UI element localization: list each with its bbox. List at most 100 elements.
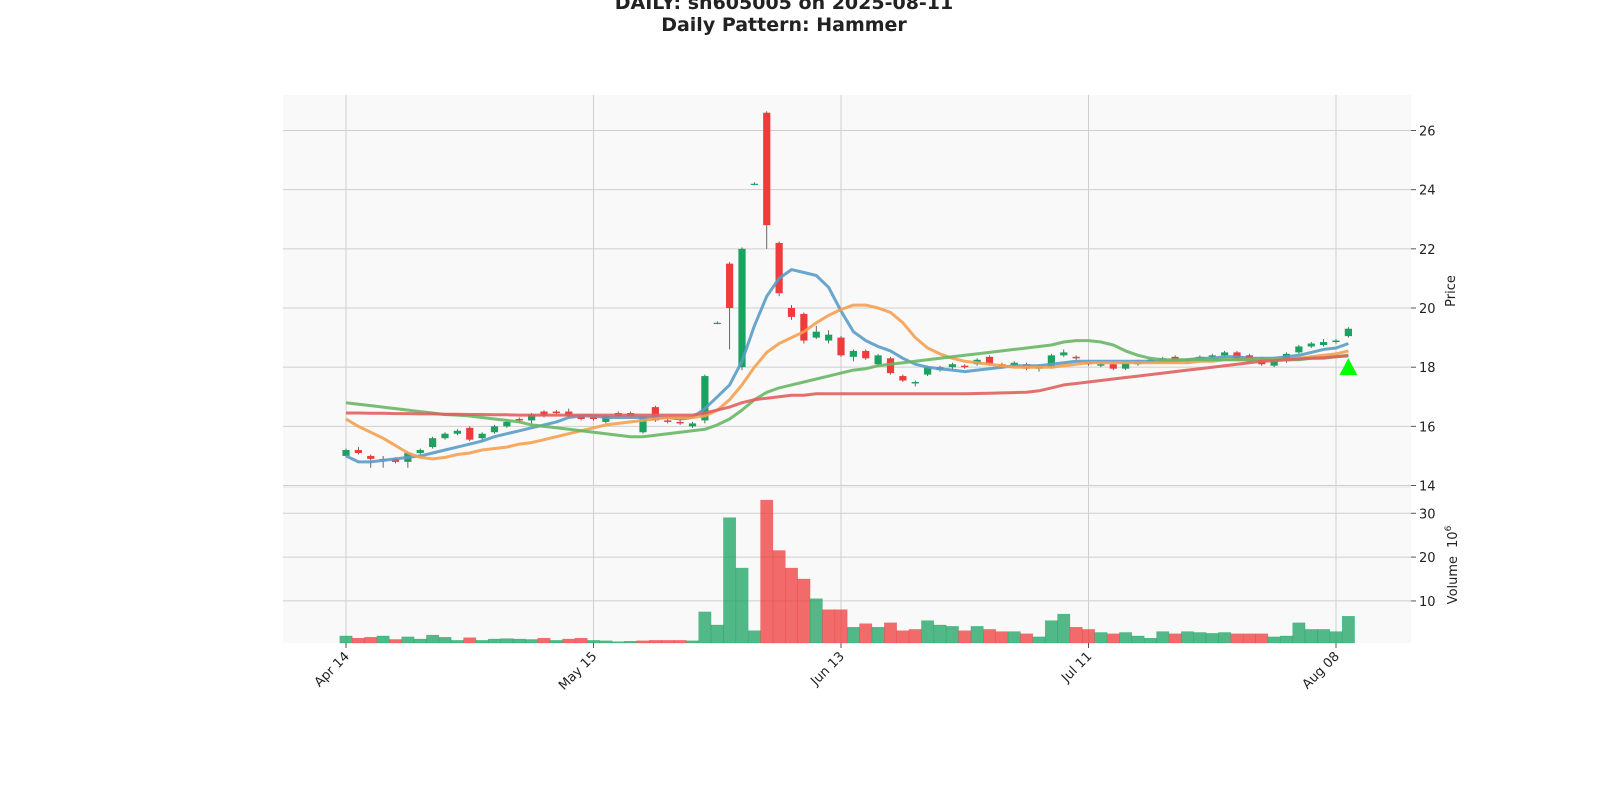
candle-body [1060, 352, 1068, 356]
volume-bar [846, 626, 860, 644]
candle-body [1072, 356, 1080, 359]
candle-body [701, 376, 709, 421]
y-tick-label: 22 [1419, 243, 1436, 258]
volume-bar [1082, 629, 1095, 644]
moving-average [345, 303, 1349, 461]
volume-bar [1218, 632, 1232, 644]
moving-average [346, 354, 1349, 417]
volume-bar [735, 567, 749, 644]
volume-bar [698, 611, 712, 644]
candle-body [1344, 328, 1352, 337]
candle-body [1109, 364, 1117, 369]
y-tick-label: 20 [1419, 302, 1436, 317]
volume-bar [1280, 635, 1293, 644]
volume-bar [1304, 629, 1318, 644]
volume-bar [1317, 629, 1331, 644]
candle-body [1047, 355, 1055, 368]
candle-body [466, 427, 474, 440]
volume-bar [1255, 633, 1269, 644]
volume-bar [809, 598, 823, 644]
candle-body [713, 322, 721, 325]
volume-bar [760, 499, 774, 644]
candle-body [899, 376, 907, 381]
volume-bar [1156, 631, 1170, 644]
volume-bar [710, 624, 724, 644]
volume-bar [438, 637, 452, 644]
volume-bar [871, 626, 885, 644]
chart-title: DAILY: sh605005 on 2025-08-11 [615, 0, 954, 14]
volume-bar [376, 635, 390, 644]
price-panel [283, 95, 1411, 487]
candle-body [342, 450, 350, 456]
y-tick-label: 14 [1419, 480, 1436, 495]
volume-bar [574, 637, 588, 644]
candle-body [589, 417, 598, 419]
candle-body [862, 350, 870, 359]
candle-body [453, 430, 461, 434]
volume-bar [426, 634, 440, 644]
candle-body [726, 263, 734, 309]
volume-bar [785, 567, 798, 644]
candle-body [750, 183, 758, 185]
volume-label: Volume [1446, 556, 1461, 604]
candle-body [664, 420, 672, 422]
volume-bar [1106, 633, 1120, 644]
candle-body [1332, 340, 1340, 343]
volume-bar [450, 640, 464, 644]
moving-average [345, 339, 1349, 439]
candle-body [552, 411, 560, 414]
candle-body [478, 433, 486, 439]
candle-body [490, 426, 499, 433]
volume-bar [1094, 632, 1108, 644]
candle-body [812, 331, 820, 338]
pattern-marker [1339, 358, 1358, 376]
candle-body [738, 248, 746, 368]
volume-bar [1057, 613, 1071, 644]
volume-bar [1267, 636, 1281, 644]
x-tick-label: May 15 [556, 649, 600, 693]
volume-bar [958, 630, 972, 644]
volume-bar [772, 550, 786, 644]
volume-bar [599, 640, 613, 644]
volume-bar [587, 640, 600, 644]
volume-bar [921, 620, 935, 644]
x-tick-label: Apr 14 [312, 649, 353, 690]
volume-bar [611, 641, 625, 644]
volume-bar [945, 626, 959, 644]
volume-bar [908, 629, 922, 644]
volume-unit-exponent: 6 [1444, 525, 1454, 531]
volume-axis-label: Volume 106 [1444, 525, 1461, 604]
volume-bar [624, 640, 638, 644]
x-tick-label: Jun 13 [808, 649, 848, 689]
candle-body [676, 421, 684, 424]
y-tick-label: 18 [1419, 361, 1436, 376]
candle-body [874, 355, 882, 365]
volume-bar [834, 609, 848, 644]
candle-body [1097, 364, 1105, 366]
volume-bar [983, 629, 996, 644]
volume-bar [1230, 633, 1244, 644]
volume-bar [1242, 633, 1256, 644]
volume-bar [822, 609, 836, 644]
candle-body [985, 356, 994, 365]
candle-body [837, 337, 845, 356]
candle-body [354, 450, 362, 453]
volume-bar [339, 635, 353, 644]
volume-bar [995, 631, 1009, 644]
candle-body [787, 308, 796, 317]
volume-bar [970, 626, 984, 644]
volume-bar [933, 624, 947, 644]
volume-bar [884, 622, 897, 644]
volume-bar [1341, 616, 1355, 644]
volume-bar [1292, 622, 1306, 644]
candle-body [688, 423, 697, 427]
volume-bar [488, 638, 501, 644]
volume-bar [648, 640, 662, 644]
candle-body [528, 414, 536, 421]
volume-bar [1329, 631, 1343, 644]
volume-bar [1044, 620, 1058, 644]
volume-bar [463, 637, 477, 644]
candle-body [503, 421, 511, 427]
volume-bar [413, 638, 427, 644]
volume-bar [512, 638, 526, 644]
